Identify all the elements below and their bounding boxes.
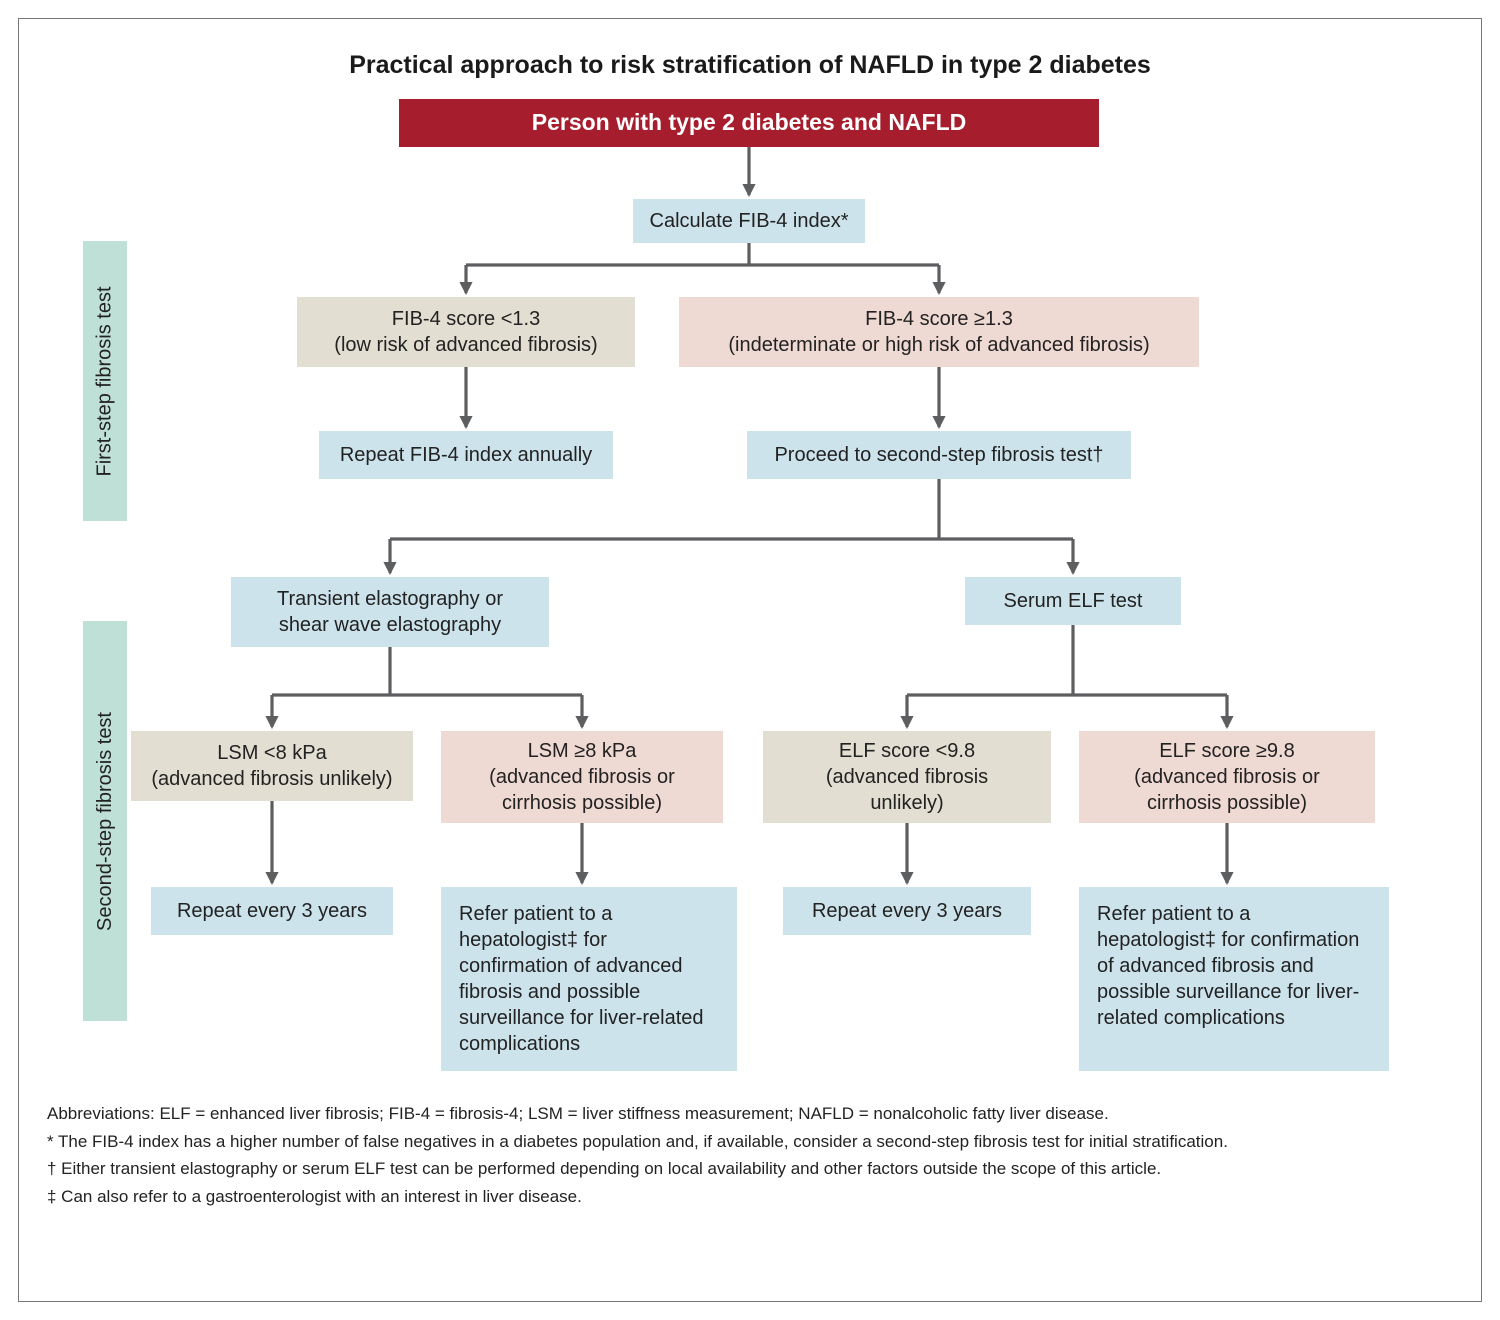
- footnote-2: † Either transient elastography or serum…: [47, 1157, 1453, 1182]
- page-frame: Practical approach to risk stratificatio…: [0, 0, 1500, 1320]
- node-n-lsm-lo: LSM <8 kPa(advanced fibrosis unlikely): [131, 731, 413, 801]
- footnotes: Abbreviations: ELF = enhanced liver fibr…: [47, 1099, 1453, 1213]
- node-n-rep3a: Repeat every 3 years: [151, 887, 393, 935]
- side2: Second-step fibrosis test: [83, 621, 127, 1021]
- node-n-refer-a: Refer patient to a hepatologist‡ for con…: [441, 887, 737, 1071]
- side1-text: First-step fibrosis test: [94, 286, 117, 476]
- footnote-3: ‡ Can also refer to a gastroenterologist…: [47, 1185, 1453, 1210]
- footnote-0: Abbreviations: ELF = enhanced liver fibr…: [47, 1102, 1453, 1127]
- node-n-repeat: Repeat FIB-4 index annually: [319, 431, 613, 479]
- node-n-elf-hi: ELF score ≥9.8(advanced fibrosis orcirrh…: [1079, 731, 1375, 823]
- diagram-border: Practical approach to risk stratificatio…: [18, 18, 1482, 1302]
- footnote-1: * The FIB-4 index has a higher number of…: [47, 1130, 1453, 1155]
- node-n-rep3b: Repeat every 3 years: [783, 887, 1031, 935]
- node-n-refer-b: Refer patient to a hepatologist‡ for con…: [1079, 887, 1389, 1071]
- node-n-elf-lo: ELF score <9.8(advanced fibrosisunlikely…: [763, 731, 1051, 823]
- node-n-fib4: Calculate FIB-4 index*: [633, 199, 865, 243]
- node-n-te: Transient elastography orshear wave elas…: [231, 577, 549, 647]
- side1: First-step fibrosis test: [83, 241, 127, 521]
- node-n-proceed: Proceed to second-step fibrosis test†: [747, 431, 1131, 479]
- side2-text: Second-step fibrosis test: [94, 712, 117, 931]
- node-n-elf: Serum ELF test: [965, 577, 1181, 625]
- node-n-lsm-hi: LSM ≥8 kPa(advanced fibrosis orcirrhosis…: [441, 731, 723, 823]
- node-n-low: FIB-4 score <1.3(low risk of advanced fi…: [297, 297, 635, 367]
- node-n-high: FIB-4 score ≥1.3(indeterminate or high r…: [679, 297, 1199, 367]
- node-n-start: Person with type 2 diabetes and NAFLD: [399, 99, 1099, 147]
